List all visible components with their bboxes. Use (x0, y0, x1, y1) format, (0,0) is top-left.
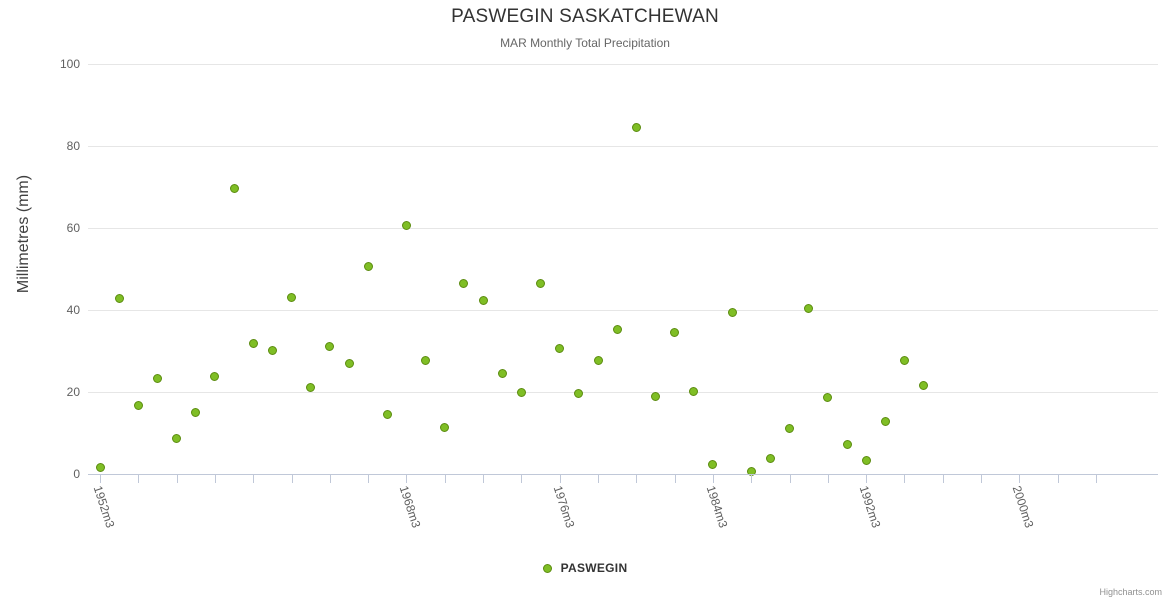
x-axis-tick (253, 475, 255, 483)
data-point[interactable] (612, 325, 622, 335)
data-point[interactable] (823, 393, 833, 403)
x-axis-tick-label: 1952m3 (90, 484, 118, 530)
data-point[interactable] (421, 355, 431, 365)
x-axis-tick (712, 475, 714, 483)
x-axis-tick-label: 1976m3 (550, 484, 578, 530)
chart-legend: PASWEGIN (0, 561, 1170, 576)
data-point[interactable] (344, 358, 354, 368)
data-point[interactable] (191, 408, 201, 418)
data-point[interactable] (516, 388, 526, 398)
legend-item-label: PASWEGIN (560, 561, 628, 575)
y-gridline (88, 64, 1158, 65)
data-point[interactable] (727, 307, 737, 317)
x-axis-tick-label: 1992m3 (856, 484, 884, 530)
y-axis-tick-label: 0 (73, 467, 80, 481)
x-axis-tick (827, 475, 829, 483)
data-point[interactable] (267, 345, 277, 355)
data-point[interactable] (631, 122, 641, 132)
x-axis-tick (176, 475, 178, 483)
legend-item-paswegin[interactable]: PASWEGIN (542, 561, 628, 575)
x-axis-tick-label: 1984m3 (703, 484, 731, 530)
data-point[interactable] (708, 460, 718, 470)
data-point[interactable] (382, 410, 392, 420)
data-point[interactable] (478, 296, 488, 306)
data-point[interactable] (459, 279, 469, 289)
data-point[interactable] (287, 293, 297, 303)
data-point[interactable] (670, 328, 680, 338)
x-axis-tick (598, 475, 599, 483)
x-axis-tick (1019, 475, 1021, 483)
data-point[interactable] (899, 355, 909, 365)
x-axis-tick-label: 2000m3 (1010, 484, 1037, 530)
x-axis-tick (559, 475, 561, 483)
data-point[interactable] (172, 434, 182, 444)
legend-marker-icon (542, 563, 552, 573)
data-point[interactable] (804, 304, 814, 314)
data-point[interactable] (95, 463, 105, 473)
y-axis-tick-label: 40 (66, 303, 80, 317)
data-point[interactable] (401, 221, 411, 231)
y-axis-tick-labels: 0 20 40 60 80 100 (0, 0, 80, 600)
data-point[interactable] (229, 184, 239, 194)
chart-title: PASWEGIN SASKATCHEWAN (451, 6, 719, 27)
x-axis-tick (521, 475, 523, 483)
data-point[interactable] (210, 371, 220, 381)
data-point[interactable] (114, 294, 124, 304)
x-axis-tick (368, 475, 370, 483)
data-point[interactable] (765, 453, 775, 463)
x-axis-tick (1057, 475, 1059, 483)
data-point[interactable] (574, 389, 584, 399)
plot-area (88, 64, 1158, 476)
data-point[interactable] (861, 455, 871, 465)
x-axis-line (88, 474, 1158, 475)
x-axis-tick (483, 475, 485, 483)
data-point[interactable] (152, 373, 162, 383)
x-axis-tick (942, 475, 944, 483)
y-gridline (88, 310, 1158, 311)
x-axis-tick (406, 475, 408, 483)
data-point[interactable] (593, 356, 603, 366)
data-point[interactable] (880, 416, 890, 426)
x-axis-tick (866, 475, 868, 483)
data-point[interactable] (842, 439, 852, 449)
x-axis-tick (789, 475, 791, 483)
data-point[interactable] (440, 423, 450, 433)
x-axis-tick (904, 475, 906, 483)
data-point[interactable] (919, 380, 929, 390)
data-point[interactable] (785, 423, 795, 433)
data-point[interactable] (248, 339, 258, 349)
x-axis-tick (444, 475, 446, 483)
x-axis-tick (138, 475, 140, 483)
chart-subtitle: MAR Monthly Total Precipitation (500, 36, 670, 50)
x-axis-tick (1096, 475, 1097, 483)
y-gridline (88, 228, 1158, 229)
x-axis-tick-label: 1968m3 (397, 484, 424, 530)
x-axis-tick (751, 475, 753, 483)
data-point[interactable] (325, 341, 335, 351)
y-axis-tick-label: 80 (66, 139, 80, 153)
highcharts-credit[interactable]: Highcharts.com (1099, 587, 1162, 597)
data-point[interactable] (650, 392, 660, 401)
y-axis-tick-label: 60 (66, 221, 80, 235)
data-point[interactable] (497, 368, 507, 378)
x-axis-tick (214, 475, 216, 483)
x-axis-tick (981, 475, 983, 483)
data-point[interactable] (689, 387, 699, 397)
x-axis-tick (636, 475, 638, 483)
y-gridline (88, 392, 1158, 393)
x-axis-tick (291, 475, 293, 483)
data-point[interactable] (306, 383, 316, 393)
y-axis-tick-label: 100 (59, 57, 80, 71)
x-axis-tick (329, 475, 331, 483)
x-axis-tick (100, 475, 101, 483)
data-point[interactable] (133, 400, 143, 410)
data-point[interactable] (555, 344, 565, 354)
x-axis-tick (674, 475, 676, 483)
data-point[interactable] (363, 262, 373, 272)
data-point[interactable] (536, 279, 546, 289)
y-axis-tick-label: 20 (66, 385, 80, 399)
y-gridline (88, 146, 1158, 147)
